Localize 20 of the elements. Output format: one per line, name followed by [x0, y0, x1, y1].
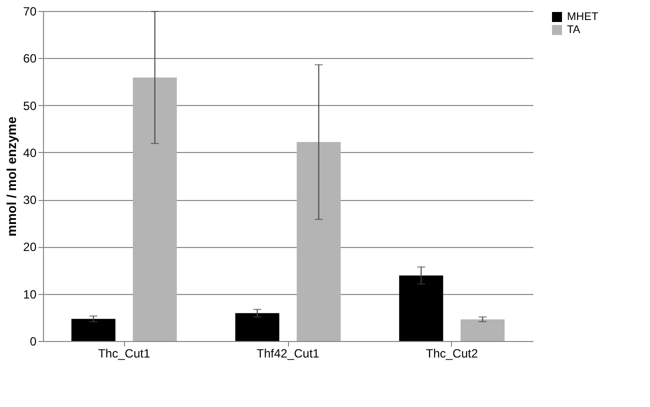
- y-tick-label: 50: [23, 98, 37, 113]
- x-tick-label: Thc_Cut1: [98, 346, 150, 360]
- bar: [296, 142, 341, 341]
- y-tick-label: 0: [30, 334, 37, 348]
- y-tick-label: 20: [23, 240, 37, 254]
- bar: [235, 313, 280, 341]
- legend-label: TA: [567, 24, 581, 36]
- y-axis-title: mmol / mol enzyme: [4, 116, 20, 236]
- y-tick-label: 40: [23, 146, 37, 160]
- bar: [399, 275, 444, 341]
- bar: [71, 318, 116, 341]
- x-tick-label: Thf42_Cut1: [256, 346, 320, 360]
- y-tick-label: 60: [23, 52, 37, 66]
- y-tick-label: 30: [23, 193, 37, 208]
- bar: [460, 319, 505, 341]
- x-tick-label: Thc_Cut2: [426, 346, 478, 360]
- legend-label: MHET: [567, 11, 598, 23]
- bar: [132, 77, 177, 341]
- y-tick-label: 70: [23, 4, 37, 18]
- y-tick-label: 10: [23, 287, 37, 302]
